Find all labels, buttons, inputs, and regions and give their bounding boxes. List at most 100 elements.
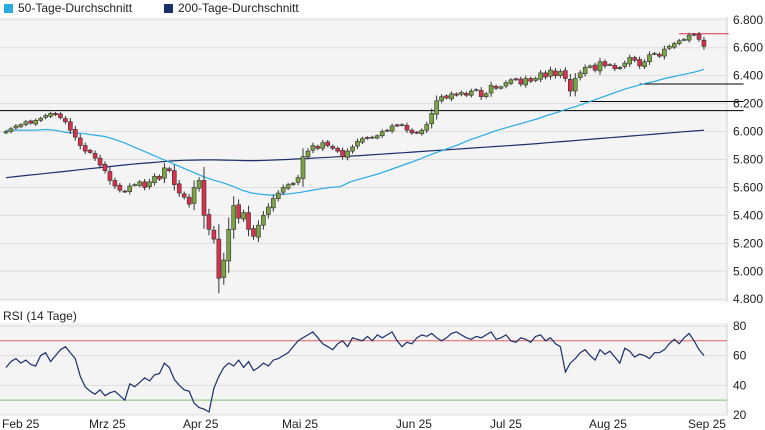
- price-y-tick-label: 6.800: [733, 13, 763, 27]
- candle-body: [518, 78, 524, 85]
- candle-body: [632, 57, 637, 61]
- candle-body: [513, 78, 519, 81]
- price-y-tick-label: 6.200: [733, 97, 763, 111]
- candle-body: [18, 124, 24, 128]
- candle-body: [365, 137, 370, 139]
- candle-body: [384, 129, 390, 132]
- candle-body: [325, 141, 331, 146]
- candle-body: [538, 72, 543, 80]
- x-tick-label: Apr 25: [183, 417, 219, 430]
- x-tick-label: Jun 25: [396, 417, 432, 430]
- candle-body: [548, 69, 553, 77]
- candle-body: [657, 53, 662, 57]
- candle-body: [419, 129, 425, 135]
- candle-body: [191, 187, 197, 204]
- rsi-y-tick-label: 40: [733, 378, 747, 392]
- candle-body: [216, 238, 222, 279]
- candle-body: [473, 89, 479, 91]
- candle-body: [305, 150, 311, 158]
- candle-body: [23, 121, 29, 125]
- candle-body: [379, 131, 385, 137]
- candle-body: [300, 156, 306, 179]
- legend-label-ma50: 50-Tage-Durchschnitt: [18, 1, 133, 15]
- candle-body: [449, 93, 454, 100]
- candle-body: [686, 34, 692, 41]
- candle-body: [246, 212, 251, 230]
- candle-body: [409, 129, 415, 134]
- x-tick-label: Aug 25: [589, 417, 627, 430]
- candle-body: [157, 175, 162, 180]
- price-y-tick-label: 5.600: [733, 180, 763, 194]
- candle-body: [483, 93, 489, 97]
- candle-body: [33, 120, 39, 125]
- price-y-tick-label: 6.400: [733, 69, 763, 83]
- candle-body: [8, 128, 14, 132]
- candle-body: [231, 205, 236, 230]
- price-y-tick-label: 5.000: [733, 264, 763, 278]
- candle-body: [652, 53, 657, 55]
- candle-body: [577, 72, 583, 78]
- candle-body: [132, 184, 137, 186]
- candle-body: [637, 59, 642, 67]
- legend-swatch-ma200: [164, 4, 173, 13]
- candle-body: [597, 61, 603, 72]
- price-y-tick-label: 6.600: [733, 41, 763, 55]
- candle-body: [236, 204, 241, 219]
- candle-body: [612, 65, 618, 69]
- candle-body: [567, 79, 573, 92]
- price-y-tick-label: 5.400: [733, 208, 763, 222]
- candle-body: [107, 171, 113, 181]
- candle-body: [38, 117, 43, 121]
- candle-body: [3, 131, 9, 134]
- candle-body: [280, 187, 286, 193]
- price-y-tick-label: 5.800: [733, 153, 763, 167]
- candle-body: [627, 57, 633, 65]
- candle-body: [350, 146, 355, 152]
- candle-body: [162, 167, 167, 179]
- price-y-tick-label: 4.800: [733, 292, 763, 306]
- candle-body: [696, 34, 702, 40]
- rsi-panel: [0, 323, 727, 415]
- candle-body: [196, 180, 202, 189]
- candle-body: [320, 142, 326, 149]
- price-y-tick-label: 6.000: [733, 125, 763, 139]
- candle-body: [147, 181, 152, 187]
- candle-body: [77, 137, 83, 146]
- candle-body: [275, 192, 281, 199]
- legend-item-ma200: 200-Tage-Durchschnitt: [164, 1, 299, 15]
- candle-body: [102, 163, 108, 171]
- candle-body: [137, 181, 142, 186]
- ma200-line: [5, 129, 705, 179]
- candle-body: [68, 121, 73, 131]
- rsi-y-tick-label: 60: [733, 349, 747, 363]
- candle-body: [310, 145, 316, 151]
- candle-body: [662, 48, 667, 57]
- candle-body: [73, 129, 78, 138]
- candle-body: [671, 43, 677, 48]
- candle-body: [53, 113, 58, 116]
- candle-body: [335, 148, 340, 152]
- rsi-y-tick-label: 20: [733, 408, 747, 422]
- x-tick-label: Sep 25: [688, 417, 726, 430]
- legend-item-ma50: 50-Tage-Durchschnitt: [4, 1, 132, 15]
- x-tick-label: Jul 25: [490, 417, 522, 430]
- candle-body: [468, 90, 474, 96]
- candle-body: [251, 228, 256, 237]
- candle-body: [434, 100, 439, 115]
- candle-body: [587, 65, 593, 68]
- candle-body: [345, 150, 350, 158]
- candle-body: [553, 70, 558, 76]
- x-tick-label: Mrz 25: [89, 417, 126, 430]
- candle-body: [270, 198, 276, 209]
- candle-body: [493, 85, 499, 89]
- candle-body: [112, 180, 118, 187]
- candle-body: [256, 224, 261, 238]
- candle-body: [399, 124, 405, 126]
- candle-body: [617, 66, 623, 69]
- candle-body: [360, 138, 365, 143]
- candle-body: [389, 125, 395, 132]
- candle-body: [676, 40, 682, 44]
- candle-body: [439, 96, 444, 102]
